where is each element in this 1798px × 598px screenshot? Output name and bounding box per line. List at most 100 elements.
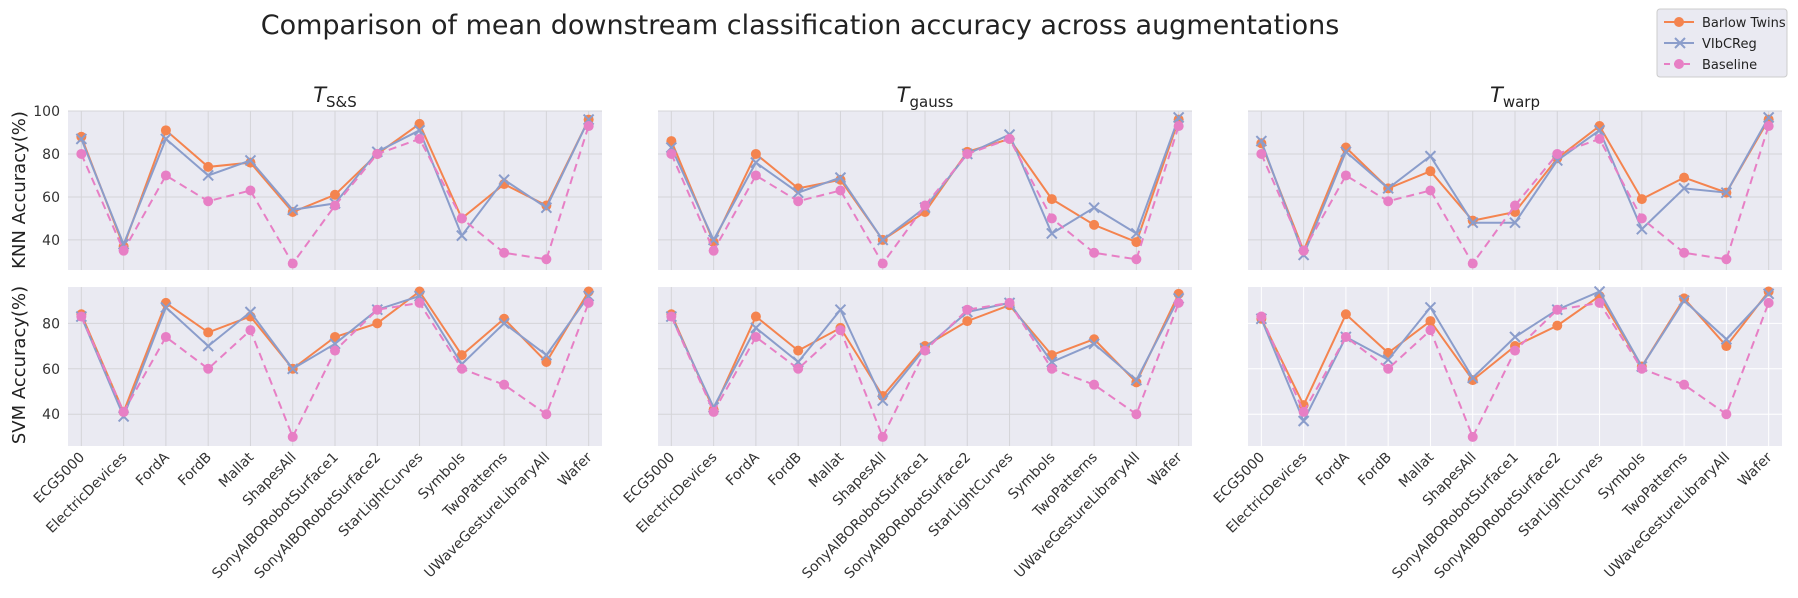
x-tick-label: Mallat <box>1396 449 1438 491</box>
data-point <box>1763 121 1774 132</box>
legend-label: Barlow Twins <box>1702 16 1786 31</box>
data-point-x <box>750 322 762 334</box>
data-point <box>1594 297 1605 308</box>
svm-row-ylabel: SVM Accuracy(%) <box>9 286 30 444</box>
data-point-x <box>750 156 762 169</box>
data-point <box>456 350 467 361</box>
data-point <box>920 200 930 211</box>
data-point <box>372 318 383 329</box>
x-tick-label: FordB <box>175 450 215 490</box>
panel-knn-sns: 40 60 80 100 TS&S <box>33 83 602 270</box>
x-tick-label: ElectricDevices <box>43 450 130 537</box>
data-point <box>160 170 171 181</box>
data-point <box>1467 375 1478 386</box>
x-tick-label: Wafer <box>555 449 595 489</box>
data-point <box>1340 170 1351 181</box>
data-point-x <box>1424 150 1437 162</box>
data-point-x <box>1678 294 1690 307</box>
data-point-x <box>1088 201 1100 214</box>
data-point <box>1679 293 1690 304</box>
y-tick-label: 60 <box>42 362 60 378</box>
y-tick-label: 40 <box>42 233 60 249</box>
data-point-x <box>1593 124 1606 137</box>
data-point <box>750 148 761 159</box>
data-point <box>1046 194 1057 205</box>
data-point <box>372 148 383 159</box>
data-point-x <box>160 301 172 314</box>
data-point <box>1636 194 1647 205</box>
data-point <box>203 161 214 172</box>
y-tick-label: 100 <box>33 104 60 120</box>
data-point <box>330 189 340 200</box>
data-point-x <box>1130 227 1143 240</box>
data-point <box>330 331 340 342</box>
data-point <box>1763 297 1774 308</box>
data-point <box>76 131 87 142</box>
data-point <box>1636 213 1647 224</box>
data-point-x <box>1509 217 1521 229</box>
data-point-x <box>1509 331 1521 343</box>
legend-marker-x <box>1674 37 1686 49</box>
data-point-x <box>1762 288 1775 300</box>
data-point-x <box>498 317 510 330</box>
data-point-x <box>202 340 214 352</box>
data-point <box>372 304 383 315</box>
data-point <box>1046 213 1057 224</box>
panels: 40 60 80 100 TS&S Tgauss Twarp 40 60 80 ECG5000Ele… <box>31 83 1782 582</box>
data-point-x <box>1467 217 1479 229</box>
data-point <box>1552 304 1563 315</box>
data-point <box>1510 200 1520 211</box>
x-tick-label: ElectricDevices <box>1223 450 1310 537</box>
data-point <box>456 213 467 224</box>
data-point <box>793 196 804 207</box>
x-tick-label: FordB <box>765 450 805 490</box>
data-point-x <box>540 349 553 361</box>
data-point <box>1004 133 1015 144</box>
data-point <box>666 311 677 322</box>
data-point <box>1383 363 1394 374</box>
data-point <box>793 363 804 374</box>
data-point <box>1425 185 1436 196</box>
legend-box <box>1656 8 1788 78</box>
y-tick-label: 60 <box>42 190 60 206</box>
data-point-x <box>287 363 299 375</box>
data-point <box>1089 219 1100 230</box>
x-tick-label: Wafer <box>1145 449 1185 489</box>
data-point <box>541 409 552 420</box>
legend-label: Baseline <box>1702 58 1757 73</box>
legend-marker <box>1674 59 1684 69</box>
data-point <box>1173 297 1184 308</box>
panel-title: TS&S <box>313 83 357 111</box>
data-point-x <box>1636 223 1648 235</box>
data-point <box>1340 331 1351 342</box>
data-point <box>708 245 719 256</box>
data-point <box>330 345 340 356</box>
data-point <box>1131 409 1142 420</box>
data-point <box>1131 237 1142 248</box>
data-point <box>1340 309 1351 320</box>
legend-label: VIbCReg <box>1702 37 1757 52</box>
data-point <box>203 327 214 338</box>
data-point-x <box>413 124 426 137</box>
data-point-x <box>1172 111 1185 124</box>
data-point <box>1425 325 1436 336</box>
data-point <box>1131 377 1142 388</box>
data-point <box>583 121 594 132</box>
data-point <box>1425 166 1436 177</box>
data-point <box>414 297 425 308</box>
data-point <box>1298 245 1309 256</box>
panel-knn-warp: Twarp <box>1248 83 1782 270</box>
data-point <box>1089 247 1100 258</box>
data-point <box>793 345 804 356</box>
data-point <box>1552 148 1563 159</box>
data-point <box>920 345 930 356</box>
data-point <box>1721 341 1732 352</box>
data-point-x <box>1762 111 1775 124</box>
data-point <box>160 331 171 342</box>
data-point-x <box>877 234 889 246</box>
data-point <box>1383 196 1394 207</box>
data-point <box>1510 345 1520 356</box>
